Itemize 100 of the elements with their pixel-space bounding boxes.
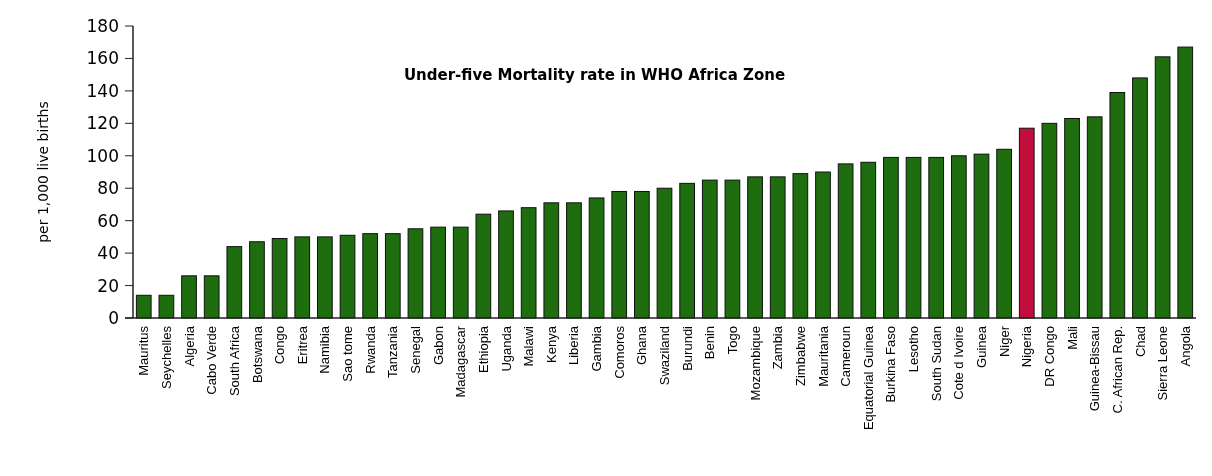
bar [1041,122,1058,319]
y-tick-label: 20 [97,275,119,296]
text: Under-five Mortality rate in WHO Africa Zone [403,66,786,84]
bar [566,202,582,319]
bar [362,233,379,319]
bar [747,176,763,319]
x-tick-label: Sierra Leone [1155,326,1171,401]
bar [860,161,877,319]
x-tick-label: Zambia [770,325,786,370]
x-tick-label: Malawi [521,325,537,367]
bar [543,202,560,319]
x-tick-label: Burkina Faso [883,326,899,403]
bar [905,156,922,319]
bar [1177,46,1194,319]
x-tick-label: South Africa [226,325,242,397]
x-tick-label: Botswana [249,325,265,384]
bar [203,275,220,319]
bar [475,213,492,319]
bar [928,156,945,319]
y-tick-label: 80 [97,178,119,199]
x-tick-label: DR Congo [1041,326,1057,387]
x-tick-label: Zimbabwe [792,326,808,386]
bar [1154,56,1171,319]
y-axis-title: per 1,000 live births [35,101,51,243]
bar [520,207,537,319]
bar [158,294,175,319]
bar [317,236,333,319]
x-tick-label: Mali [1064,325,1080,350]
bar [498,210,514,319]
y-tick-label: 100 [86,145,119,166]
bar [1132,77,1148,319]
x-tick-label: Guinea [974,325,990,368]
x-tick-label: Ghana [634,325,650,366]
bar [837,163,854,319]
bar [634,190,650,319]
bar [1064,117,1080,319]
x-tick-label: Benin [702,326,718,360]
x-tick-label: Swaziland [657,326,673,386]
bar [1018,127,1035,319]
x-tick-label: Cameroun [838,326,854,387]
y-tick-label: 140 [86,80,119,101]
x-tick-label: Madagascar [453,325,469,398]
x-tick-label: Uganda [498,325,514,372]
bar [384,233,401,319]
bar [996,148,1012,319]
x-tick-label: Mauritania [815,325,831,387]
x-tick-label: Eritrea [294,325,310,365]
x-tick-label: Rwanda [362,325,378,374]
x-tick-label: Tanzania [385,325,401,379]
x-tick-label: Namibia [317,325,333,374]
bar [135,294,152,319]
bar [973,153,990,319]
bar [452,226,469,319]
bar [249,241,265,319]
x-tick-label: Gambia [589,325,605,372]
x-tick-label: Lesotho [906,326,922,373]
y-tick-label: 0 [108,307,119,328]
x-tick-label: C. African Rep. [1109,326,1125,414]
bar [294,236,311,319]
x-tick-label: Comoros [611,325,627,379]
bar [181,275,197,319]
x-tick-label: Mozambique [747,326,763,401]
x-tick-label: Kenya [543,325,559,363]
bar [407,228,424,319]
bar [226,246,243,319]
x-tick-label: Algeria [181,325,197,367]
x-tick-label: Angola [1177,325,1193,367]
x-tick-label: Gabon [430,326,446,366]
x-tick-label: Burundi [679,325,695,371]
bar [883,156,899,319]
x-tick-label: Mauritus [136,325,152,376]
x-tick-label: Nigeria [1019,325,1035,368]
x-tick-label: Togo [724,326,740,355]
bar [679,182,695,319]
y-tick-label: 60 [97,210,119,231]
x-tick-label: Sao tome [340,326,356,382]
x-tick-label: Seychelles [158,325,174,389]
x-tick-label: Chad [1132,326,1148,358]
y-tick-label: 180 [86,15,119,36]
x-tick-label: Cote d Ivoire [951,326,967,400]
bar [656,187,673,319]
bar [701,179,718,319]
bar [588,197,605,319]
y-tick-label: 120 [86,113,119,134]
x-tick-label: Liberia [566,325,582,366]
y-tick-label: 40 [97,243,119,264]
x-tick-label: Ethiopia [475,325,491,373]
x-tick-label: Equatorial Guinea [860,325,876,431]
bar [769,176,786,319]
bar [724,179,741,319]
x-tick-label: Cabo Verde [204,326,220,395]
bar [430,226,446,319]
y-tick-label: 160 [86,48,119,69]
x-tick-label: Senegal [408,325,423,374]
bar [271,238,288,319]
bar [950,155,967,319]
bar [1109,92,1126,319]
bar [611,190,628,319]
x-tick-label: South Sudan [928,326,944,402]
bar [815,171,831,319]
